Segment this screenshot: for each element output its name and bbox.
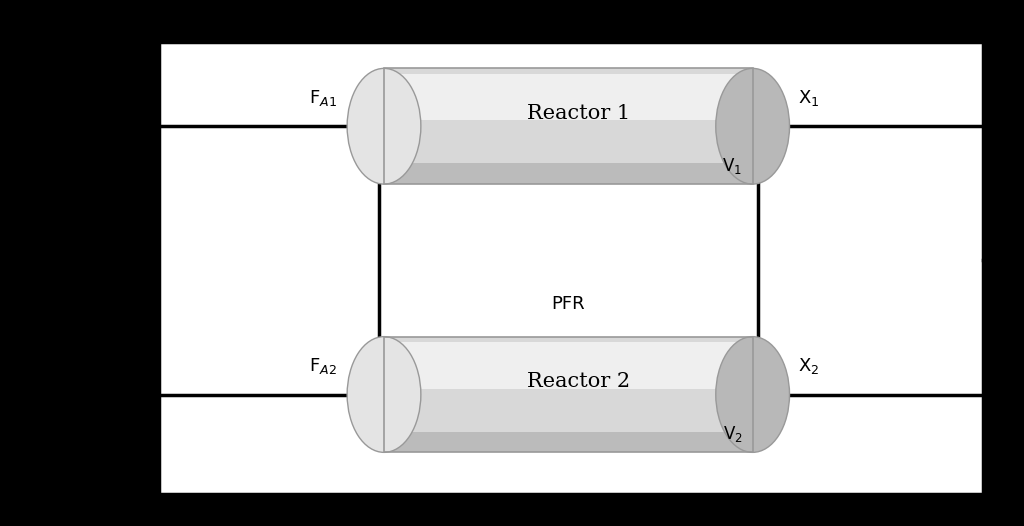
Text: F$_{A1}$: F$_{A1}$: [308, 88, 337, 108]
Text: PFR: PFR: [552, 295, 585, 313]
Bar: [384, 337, 753, 452]
Text: V$_1$: V$_1$: [723, 156, 742, 176]
Ellipse shape: [347, 337, 421, 452]
Ellipse shape: [716, 68, 790, 184]
Bar: [384, 342, 753, 389]
Bar: [384, 74, 753, 120]
Text: F$_{A0}$, X$_0$: F$_{A0}$, X$_0$: [88, 224, 148, 244]
Text: Reactor 2: Reactor 2: [527, 372, 630, 391]
Text: X$_1$: X$_1$: [799, 88, 819, 108]
Text: X$_2$: X$_2$: [799, 356, 819, 376]
Ellipse shape: [347, 68, 421, 184]
Bar: [384, 163, 753, 184]
Bar: [384, 68, 753, 184]
Ellipse shape: [716, 337, 790, 452]
Text: Reactor 1: Reactor 1: [527, 104, 630, 123]
Text: F$_{A2}$: F$_{A2}$: [308, 356, 337, 376]
Bar: [159, 42, 983, 494]
Bar: [384, 337, 753, 452]
Bar: [384, 68, 753, 184]
Text: PFR: PFR: [549, 11, 588, 29]
Text: V$_2$: V$_2$: [723, 424, 742, 444]
Bar: [384, 431, 753, 452]
